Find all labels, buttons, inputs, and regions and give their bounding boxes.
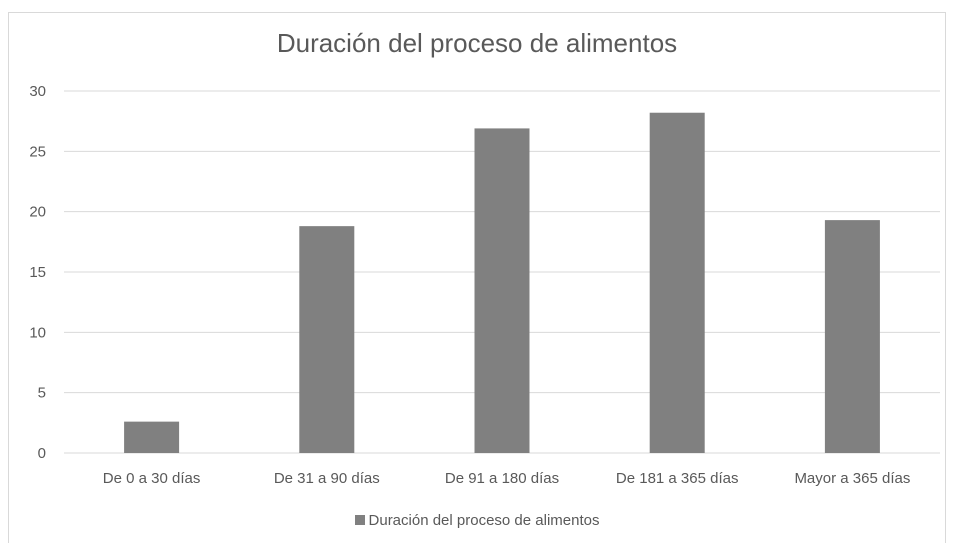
legend-swatch [354, 515, 365, 525]
bar [474, 128, 530, 453]
y-tick-label: 5 [38, 385, 46, 402]
bar [824, 220, 880, 453]
bar [124, 421, 180, 453]
y-tick-label: 15 [29, 264, 46, 281]
y-tick-label: 0 [38, 445, 46, 462]
chart-title: Duración del proceso de alimentos [276, 28, 678, 58]
bar [649, 112, 705, 453]
x-tick-label: De 31 a 90 días [274, 470, 380, 487]
bar [299, 226, 355, 453]
x-tick-label: De 181 a 365 días [616, 470, 739, 487]
y-tick-label: 20 [29, 204, 46, 221]
y-tick-label: 10 [29, 324, 46, 341]
legend: Duración del proceso de alimentos [0, 512, 954, 529]
x-tick-label: Mayor a 365 días [794, 470, 910, 487]
x-tick-label: De 0 a 30 días [103, 470, 201, 487]
x-tick-label: De 91 a 180 días [445, 470, 559, 487]
y-tick-label: 25 [29, 143, 46, 160]
y-tick-label: 30 [29, 83, 46, 100]
legend-label: Duración del proceso de alimentos [368, 512, 600, 529]
